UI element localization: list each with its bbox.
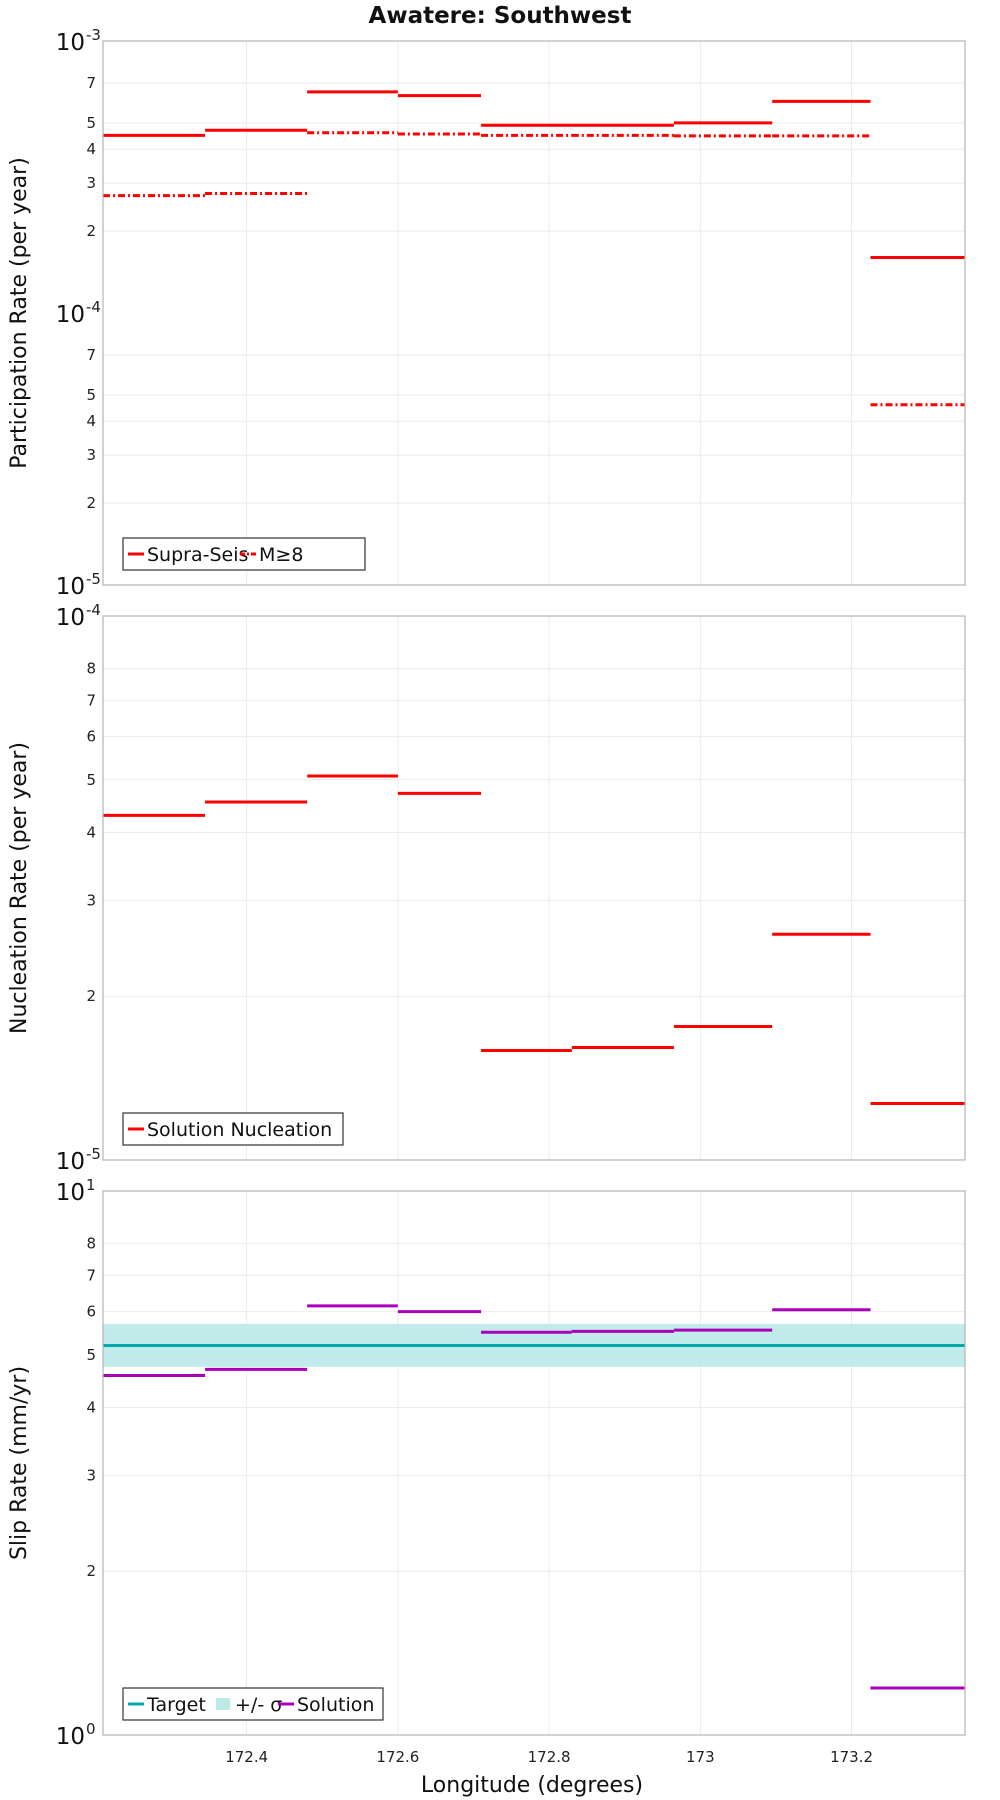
legend-box [122,1112,344,1146]
legend-swatch-band [216,1698,230,1710]
legend: Target +/- σ Solution [122,1687,384,1721]
y-major-tick-exponent: 0 [86,1720,96,1738]
y-tick-label: 2 [86,987,96,1005]
y-tick-label: 3 [86,446,96,464]
y-major-tick-exponent: -5 [86,570,101,588]
x-tick-label: 172.4 [225,1748,268,1766]
y-tick-label: 4 [86,1398,96,1416]
y-tick-label: 4 [86,823,96,841]
y-tick-label: 4 [86,412,96,430]
plot-area [103,616,965,1160]
legend-entry: M≥8 [259,544,303,566]
y-tick-label: 4 [86,140,96,158]
legend-entry: Supra-Seis [147,544,248,566]
plot-frame [102,615,966,1161]
plot-frame [102,40,966,586]
x-tick-label: 173.2 [830,1748,873,1766]
y-tick-label: 7 [86,74,96,92]
y-tick-label: 5 [86,1346,96,1364]
y-tick-label: 7 [86,691,96,709]
y-tick-label: 8 [86,1235,96,1253]
y-major-tick-exponent: -5 [86,1145,101,1163]
legend-entry: +/- σ [235,1694,282,1716]
y-tick-label: 2 [86,494,96,512]
legend-box [122,1687,384,1721]
plot-frame [102,1190,966,1736]
y-tick-label: 7 [86,1266,96,1284]
legend-entry: Target [146,1694,206,1716]
y-major-tick-label: 10 [56,30,85,56]
x-tick-label: 172.8 [528,1748,571,1766]
y-major-tick-label: 10 [56,1180,85,1206]
x-tick-label: 173 [686,1748,715,1766]
y-tick-label: 3 [86,1466,96,1484]
legend-entry: Solution Nucleation [147,1119,332,1141]
y-tick-label: 6 [86,728,96,746]
y-major-tick-exponent: -4 [86,601,101,619]
x-axis-label: Longitude (degrees) [421,1773,643,1798]
y-major-tick-exponent: -4 [86,298,101,316]
y-tick-label: 2 [86,1562,96,1580]
x-tick-label: 172.6 [376,1748,419,1766]
chart-title: Awatere: Southwest [369,3,632,29]
plot-area [103,1191,965,1735]
y-axis-label: Participation Rate (per year) [7,157,32,469]
y-axis-label: Nucleation Rate (per year) [7,742,32,1034]
y-major-tick-exponent: 1 [86,1176,96,1194]
y-tick-label: 7 [86,346,96,364]
y-axis-label: Slip Rate (mm/yr) [7,1366,32,1560]
y-tick-label: 2 [86,222,96,240]
y-major-tick-label: 10 [56,1149,85,1175]
y-tick-label: 3 [86,174,96,192]
legend: Solution Nucleation [122,1112,344,1146]
y-tick-label: 8 [86,660,96,678]
y-major-tick-label: 10 [56,302,85,328]
y-major-tick-label: 10 [56,605,85,631]
y-tick-label: 5 [86,386,96,404]
legend-entry: Solution [297,1694,374,1716]
y-tick-label: 6 [86,1303,96,1321]
y-tick-label: 5 [86,771,96,789]
y-major-tick-label: 10 [56,574,85,600]
legend: Supra-Seis M≥8 [122,537,366,571]
y-major-tick-exponent: -3 [86,26,101,44]
y-tick-label: 5 [86,114,96,132]
y-tick-label: 3 [86,891,96,909]
y-major-tick-label: 10 [56,1724,85,1750]
